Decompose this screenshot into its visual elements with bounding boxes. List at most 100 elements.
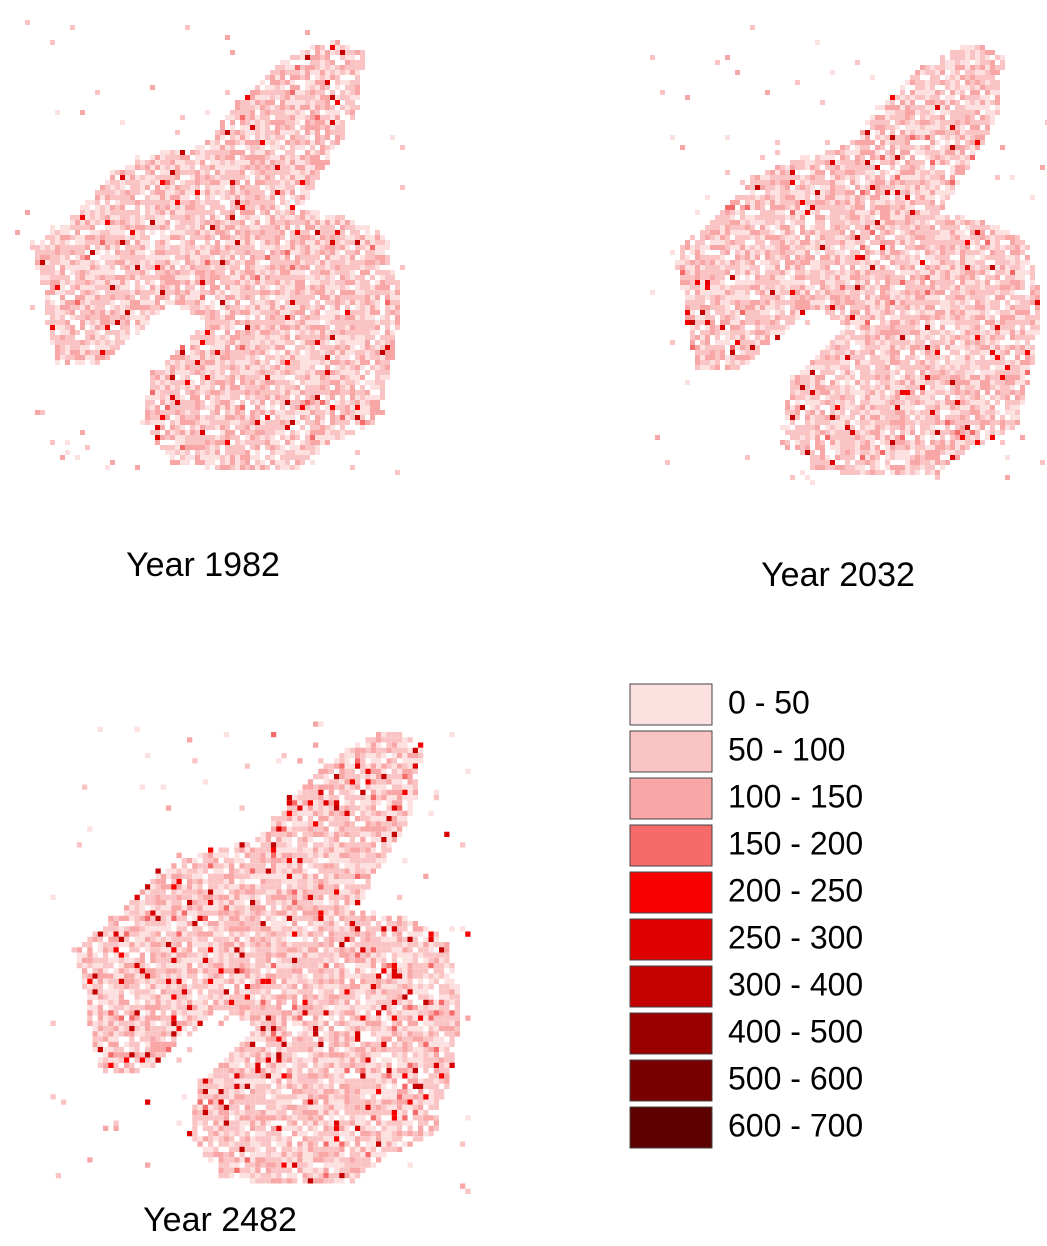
map-cell [325, 400, 330, 405]
map-cell [715, 230, 720, 235]
map-cell [185, 375, 190, 380]
map-cell [250, 185, 255, 190]
map-cell [25, 20, 30, 25]
map-cell [135, 265, 140, 270]
map-cell [925, 235, 930, 240]
map-cell [850, 245, 855, 250]
map-cell [365, 405, 370, 410]
map-cell [800, 180, 805, 185]
map-cell [695, 255, 700, 260]
map-cell [975, 100, 980, 105]
map-cell [950, 130, 955, 135]
map-cell [190, 255, 195, 260]
map-cell [375, 385, 380, 390]
map-cell [320, 145, 325, 150]
map-cell [995, 70, 1000, 75]
map-cell [295, 335, 300, 340]
map-cell [95, 245, 100, 250]
map-cell [300, 290, 305, 295]
map-cell [845, 170, 850, 175]
map-cell [770, 255, 775, 260]
map-cell [315, 165, 320, 170]
map-cell [885, 110, 890, 115]
map-cell [305, 375, 310, 380]
map-cell [970, 85, 975, 90]
map-cell [960, 245, 965, 250]
map-cell [215, 310, 220, 315]
map-cell [175, 420, 180, 425]
map-cell [880, 240, 885, 245]
map-cell [695, 265, 700, 270]
map-cell [305, 55, 310, 60]
map-cell [860, 150, 865, 155]
map-cell [60, 275, 65, 280]
map-cell [805, 240, 810, 245]
map-cell [320, 420, 325, 425]
map-cell [140, 295, 145, 300]
map-cell [285, 425, 290, 430]
map-cell [80, 215, 85, 220]
map-cell [930, 200, 935, 205]
map-cell [230, 415, 235, 420]
map-cell [705, 270, 710, 275]
map-cell [315, 240, 320, 245]
map-cell [320, 250, 325, 255]
map-cell [985, 245, 990, 250]
map-cell [270, 345, 275, 350]
map-cell [310, 130, 315, 135]
map-cell [290, 280, 295, 285]
map-cell [255, 400, 260, 405]
map-cell [975, 135, 980, 140]
map-cell [395, 325, 400, 330]
map-cell [220, 465, 225, 470]
map-cell [715, 245, 720, 250]
map-cell [360, 255, 365, 260]
map-cell [295, 325, 300, 330]
map-cell [945, 275, 950, 280]
map-cell [50, 305, 55, 310]
map-cell [315, 380, 320, 385]
map-cell [290, 145, 295, 150]
map-cell [190, 230, 195, 235]
map-cell [295, 225, 300, 230]
map-cell [305, 320, 310, 325]
map-cell [755, 275, 760, 280]
map-cell [370, 290, 375, 295]
map-cell [310, 140, 315, 145]
map-cell [695, 210, 700, 215]
map-cell [205, 390, 210, 395]
map-cell [250, 365, 255, 370]
map-cell [930, 265, 935, 270]
map-cell [860, 195, 865, 200]
map-cell [985, 80, 990, 85]
map-cell [865, 195, 870, 200]
map-cell [70, 340, 75, 345]
map-cell [185, 300, 190, 305]
map-cell [260, 195, 265, 200]
map-cell [215, 410, 220, 415]
map-cell [245, 465, 250, 470]
map-cell [285, 335, 290, 340]
map-cell [240, 285, 245, 290]
map-cell [690, 265, 695, 270]
map-cell [290, 360, 295, 365]
map-cell [800, 200, 805, 205]
map-cell [220, 185, 225, 190]
map-cell [230, 245, 235, 250]
map-cell [870, 150, 875, 155]
map-cell [110, 195, 115, 200]
map-cell [355, 250, 360, 255]
map-cell [80, 285, 85, 290]
map-cell [340, 95, 345, 100]
map-cell [50, 280, 55, 285]
map-cell [670, 135, 675, 140]
map-cell [930, 110, 935, 115]
map-cell [945, 150, 950, 155]
map-cell [250, 290, 255, 295]
map-cell [910, 210, 915, 215]
map-cell [110, 315, 115, 320]
map-cell [280, 185, 285, 190]
map-cell [120, 180, 125, 185]
map-cell [330, 45, 335, 50]
map-cell [345, 105, 350, 110]
